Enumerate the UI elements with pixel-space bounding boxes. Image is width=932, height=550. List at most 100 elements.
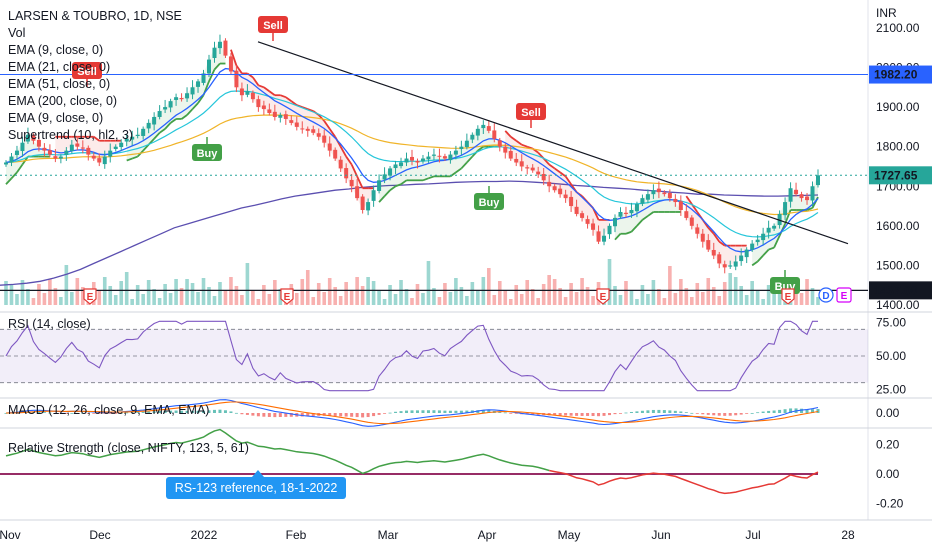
- volume-bar-2: [15, 294, 19, 305]
- candle-body-122: [673, 198, 678, 203]
- x-tick-4: Mar: [378, 528, 399, 542]
- earnings-text-3: E: [785, 292, 792, 303]
- candle-body-32: [179, 97, 184, 100]
- supertrend-seg-34: [186, 108, 194, 116]
- volume-bar-80: [443, 283, 447, 305]
- supertrend-fill-12: [66, 136, 72, 151]
- rsi-label[interactable]: RSI (14, close): [8, 317, 91, 331]
- macd-hist-140: [772, 410, 776, 413]
- candle-body-9: [53, 156, 58, 159]
- x-tick-2: 2022: [191, 528, 218, 542]
- macd-hist-78: [432, 410, 436, 413]
- supertrend-seg-143: [784, 209, 792, 225]
- macd-hist-147: [811, 409, 815, 413]
- macd-hist-60: [333, 413, 337, 417]
- supertrend-seg-65: [356, 175, 364, 189]
- candle-body-28: [157, 111, 162, 117]
- earnings-text-1: E: [284, 292, 291, 303]
- macd-hist-67: [372, 413, 376, 417]
- volume-bar-97: [536, 298, 540, 305]
- x-tick-0: Nov: [0, 528, 21, 542]
- supertrend-seg-39: [213, 62, 221, 71]
- macd-hist-141: [778, 409, 782, 413]
- legend-ema-51[interactable]: EMA (51, close, 0): [8, 77, 111, 91]
- legend-ema-21[interactable]: EMA (21, close, 0): [8, 60, 111, 74]
- x-tick-9: 28: [841, 528, 855, 542]
- candle-body-144: [794, 189, 799, 195]
- supertrend-seg-17: [93, 136, 100, 142]
- volume-bar-114: [629, 290, 634, 305]
- candle-body-128: [706, 240, 711, 250]
- volume-bar-86: [476, 291, 480, 305]
- volume-bar-85: [470, 282, 475, 305]
- macd-hist-8: [48, 412, 52, 414]
- candle-body-4: [25, 134, 30, 142]
- price-label-high: 1982.20: [874, 68, 918, 82]
- volume-bar-137: [755, 290, 760, 305]
- supertrend-seg-49: [268, 90, 276, 96]
- candle-body-115: [634, 204, 639, 212]
- legend-ema-9b[interactable]: EMA (9, close, 0): [8, 111, 104, 125]
- volume-bar-73: [404, 289, 409, 305]
- macd-hist-77: [426, 410, 430, 413]
- macd-hist-137: [756, 412, 760, 414]
- dividend-marker: [818, 287, 834, 303]
- macd-hist-47: [262, 413, 266, 417]
- candle-body-105: [580, 213, 585, 218]
- legend-vol[interactable]: Vol: [8, 26, 26, 40]
- supertrend-seg-129: [707, 227, 715, 235]
- macd-hist-117: [646, 410, 650, 413]
- candle-body-121: [667, 192, 672, 199]
- macd-hist-91: [503, 412, 507, 414]
- volume-bar-33: [185, 279, 189, 305]
- dividend-text: D: [822, 291, 829, 302]
- candle-body-12: [69, 144, 74, 152]
- candle-body-14: [80, 147, 85, 149]
- volume-bar-77: [426, 261, 431, 305]
- sell-badge-2: Sell: [521, 107, 541, 119]
- candle-body-64: [355, 186, 360, 199]
- candle-body-49: [272, 111, 277, 117]
- supertrend-seg-1: [5, 177, 13, 185]
- legend-supertrend[interactable]: Supertrend (10, hl2, 3): [8, 128, 134, 142]
- macd-hist-96: [531, 413, 535, 415]
- supertrend-seg-48: [263, 86, 270, 92]
- volume-bar-67: [371, 281, 376, 305]
- volume-bar-1: [9, 285, 14, 305]
- volume-bar-48: [267, 294, 272, 305]
- earnings-marker-1: [280, 288, 294, 305]
- supertrend-seg-31: [170, 118, 177, 124]
- rs-label[interactable]: Relative Strength (close, NIFTY, 123, 5,…: [8, 441, 249, 455]
- legend-ema-9[interactable]: EMA (9, close, 0): [8, 43, 104, 57]
- x-tick-3: Feb: [286, 528, 307, 542]
- earnings-upcoming-marker: [836, 287, 852, 303]
- candle-body-132: [728, 265, 733, 267]
- supertrend-seg-35: [191, 102, 199, 110]
- macd-hist-65: [361, 413, 365, 418]
- macd-hist-62: [344, 413, 348, 417]
- candle-body-72: [399, 162, 404, 167]
- candle-body-57: [316, 133, 321, 137]
- price-tick-7: 2100.00: [876, 21, 920, 35]
- supertrend-fill-75: [412, 160, 418, 181]
- volume-bar-102: [563, 297, 568, 305]
- volume-bar-7: [42, 293, 47, 305]
- macd-hist-138: [761, 411, 765, 413]
- volume-bar-98: [541, 284, 546, 305]
- candle-body-59: [327, 143, 332, 151]
- trendline: [257, 41, 849, 245]
- macd-label[interactable]: MACD (12, 26, close, 9, EMA, EMA): [8, 403, 210, 417]
- candle-body-146: [805, 196, 810, 201]
- legend-ema-200[interactable]: EMA (200, close, 0): [8, 94, 118, 108]
- macd-hist-79: [437, 410, 441, 413]
- macd-hist-71: [394, 411, 398, 413]
- supertrend-seg-33: [181, 114, 188, 120]
- supertrend-seg-69: [378, 195, 386, 203]
- macd-hist-122: [673, 410, 677, 413]
- supertrend-fill-20: [110, 140, 116, 151]
- volume-bar-104: [574, 292, 579, 305]
- macd-hist-125: [690, 412, 694, 414]
- volume-bar-6: [37, 284, 41, 305]
- macd-hist-31: [174, 410, 178, 413]
